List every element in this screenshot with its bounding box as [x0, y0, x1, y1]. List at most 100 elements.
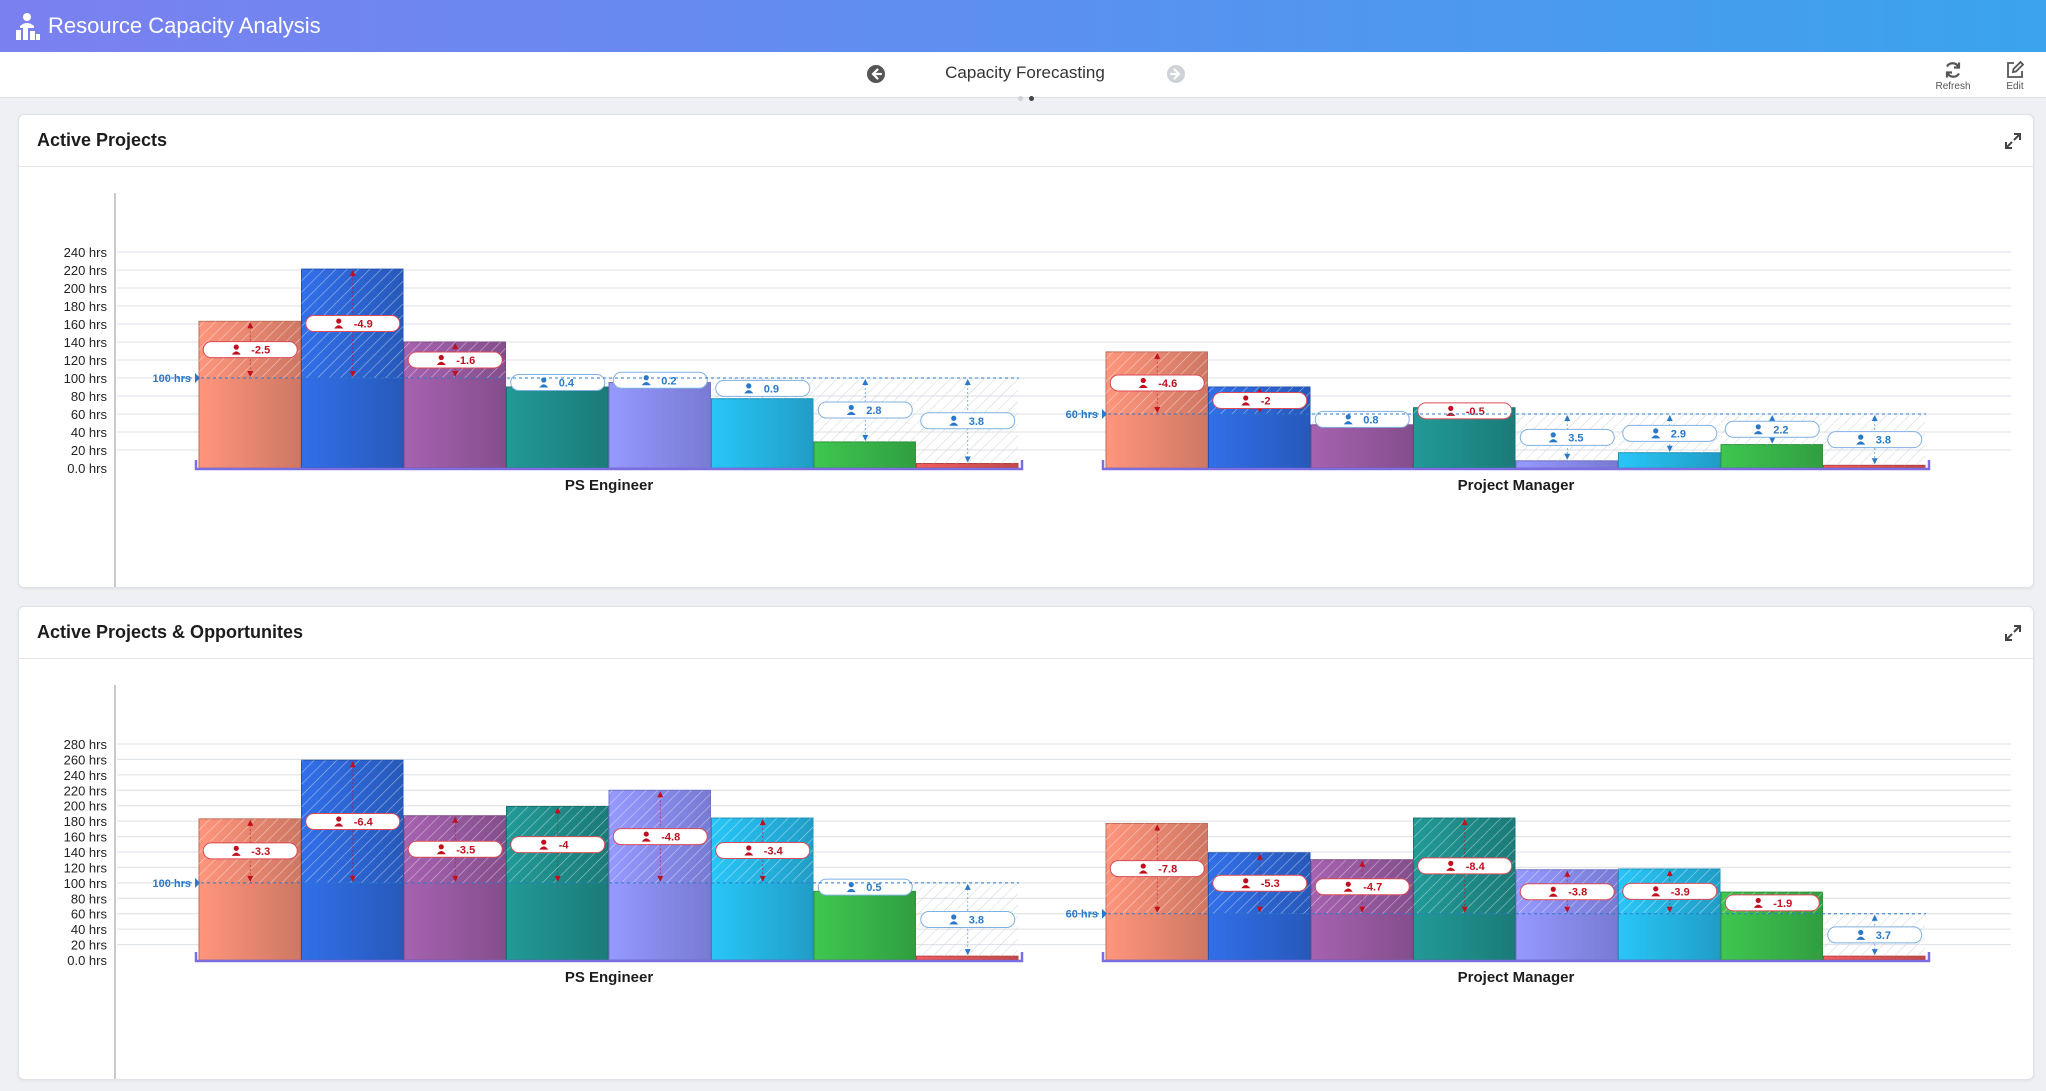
person-icon	[846, 411, 856, 415]
data-label: 0.5	[866, 882, 881, 894]
data-label: -2	[1261, 396, 1271, 408]
previous-page-icon[interactable]	[866, 64, 886, 84]
page-dot-active[interactable]	[1029, 96, 1034, 101]
person-icon	[1653, 428, 1659, 434]
range-marker-down	[964, 949, 971, 956]
range-marker-down	[964, 456, 971, 463]
y-tick-label: 260 hrs	[64, 752, 108, 767]
person-icon	[1753, 431, 1763, 435]
y-tick-label: 20 hrs	[71, 443, 108, 458]
person-icon	[1343, 421, 1353, 425]
y-tick-label: 80 hrs	[71, 891, 108, 906]
data-label-pill	[817, 878, 913, 896]
group-label: PS Engineer	[565, 477, 654, 494]
person-icon	[643, 831, 649, 837]
person-icon	[1243, 878, 1249, 884]
person-icon	[438, 354, 444, 361]
data-label-pill	[612, 371, 708, 389]
range-marker-down	[1154, 906, 1161, 913]
person-icon	[1446, 867, 1456, 871]
person-icon	[1548, 439, 1558, 443]
person-icon	[949, 921, 959, 925]
data-label-pill	[1827, 926, 1923, 944]
app-header: Resource Capacity Analysis	[0, 0, 2046, 52]
card-header: Active Projects	[19, 115, 2033, 167]
person-icon	[336, 318, 342, 324]
next-page-icon[interactable]	[1166, 64, 1186, 84]
range-marker-up	[452, 816, 459, 823]
y-tick-label: 60 hrs	[71, 407, 108, 422]
range-marker-up	[964, 883, 971, 890]
data-label-pill	[407, 351, 503, 369]
data-label-pill	[1109, 374, 1205, 392]
person-icon	[949, 422, 959, 426]
card-active-projects-opportunities: Active Projects & Opportunites 0.0 hrs 20…	[18, 606, 2034, 1080]
person-icon	[1550, 886, 1556, 892]
range-marker-down	[862, 434, 869, 441]
bar	[506, 386, 609, 469]
data-label-pill	[920, 412, 1016, 430]
range-marker-up	[1564, 415, 1571, 421]
capacity-marker	[1102, 409, 1107, 419]
y-tick-label: 100 hrs	[64, 371, 108, 386]
data-label-pill	[1109, 860, 1205, 878]
data-label: -4.9	[354, 319, 373, 331]
data-label-pill	[1622, 424, 1718, 442]
person-icon	[1448, 860, 1454, 866]
range-marker-down	[657, 875, 664, 882]
refresh-button[interactable]: Refresh	[1928, 60, 1978, 96]
range-marker-down	[247, 875, 254, 882]
person-icon	[1651, 893, 1661, 897]
person-icon	[744, 852, 754, 856]
y-tick-label: 80 hrs	[71, 389, 108, 404]
page-indicator	[1018, 88, 1040, 106]
range-marker-down	[1564, 453, 1571, 460]
data-label: 0.8	[1363, 414, 1378, 426]
data-label: -1.9	[1773, 898, 1792, 910]
edit-button[interactable]: Edit	[1990, 60, 2040, 96]
y-tick-label: 220 hrs	[64, 783, 108, 798]
y-tick-label: 240 hrs	[64, 768, 108, 783]
expand-icon[interactable]	[2003, 623, 2023, 643]
person-icon	[539, 846, 549, 850]
y-tick-label: 60 hrs	[71, 907, 108, 922]
data-label: -8.4	[1466, 861, 1486, 873]
group-bracket	[1101, 460, 1931, 471]
person-icon	[951, 914, 957, 920]
card-header: Active Projects & Opportunites	[19, 607, 2033, 659]
data-label-pill	[715, 379, 811, 397]
data-label-pill	[1519, 883, 1615, 901]
person-icon	[951, 415, 957, 421]
range-marker-up	[964, 379, 971, 385]
edit-icon	[2007, 60, 2025, 78]
y-tick-label: 100 hrs	[64, 876, 108, 891]
person-icon	[1345, 881, 1351, 887]
page-dot[interactable]	[1018, 96, 1023, 101]
person-icon	[1140, 377, 1146, 384]
data-label: -3.4	[764, 845, 784, 857]
range-marker-down	[452, 371, 459, 377]
data-label-pill	[202, 341, 298, 359]
data-label: 0.4	[559, 378, 575, 390]
range-marker-up	[1154, 352, 1161, 359]
data-label: 2.2	[1773, 424, 1788, 436]
range-marker-up	[349, 761, 356, 768]
refresh-label: Refresh	[1935, 81, 1971, 92]
data-label: -0.5	[1466, 406, 1485, 418]
person-icon	[746, 383, 752, 389]
data-label-pill	[1417, 402, 1513, 420]
person-icon	[746, 845, 752, 851]
range-marker-down	[349, 371, 356, 377]
range-marker-down	[1871, 949, 1878, 956]
y-tick-label: 280 hrs	[64, 737, 108, 752]
range-marker-down	[452, 875, 459, 882]
y-tick-label: 120 hrs	[64, 353, 108, 368]
person-icon	[641, 838, 651, 842]
data-label: -1.6	[456, 355, 475, 367]
person-icon	[436, 851, 446, 855]
app-title: Resource Capacity Analysis	[48, 13, 321, 38]
data-label-pill	[1622, 882, 1718, 900]
person-icon	[539, 384, 549, 388]
expand-icon[interactable]	[2003, 131, 2023, 151]
bar	[916, 955, 1019, 961]
